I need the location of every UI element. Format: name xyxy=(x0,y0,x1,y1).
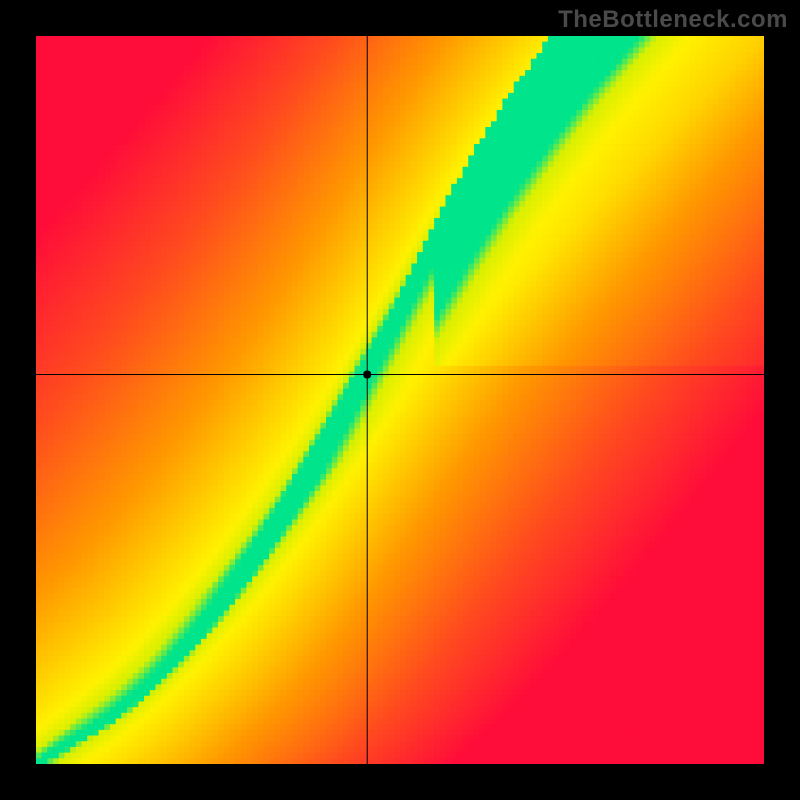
heatmap-plot xyxy=(36,36,764,764)
chart-container: TheBottleneck.com xyxy=(0,0,800,800)
watermark-text: TheBottleneck.com xyxy=(558,6,788,34)
heatmap-canvas xyxy=(36,36,764,764)
